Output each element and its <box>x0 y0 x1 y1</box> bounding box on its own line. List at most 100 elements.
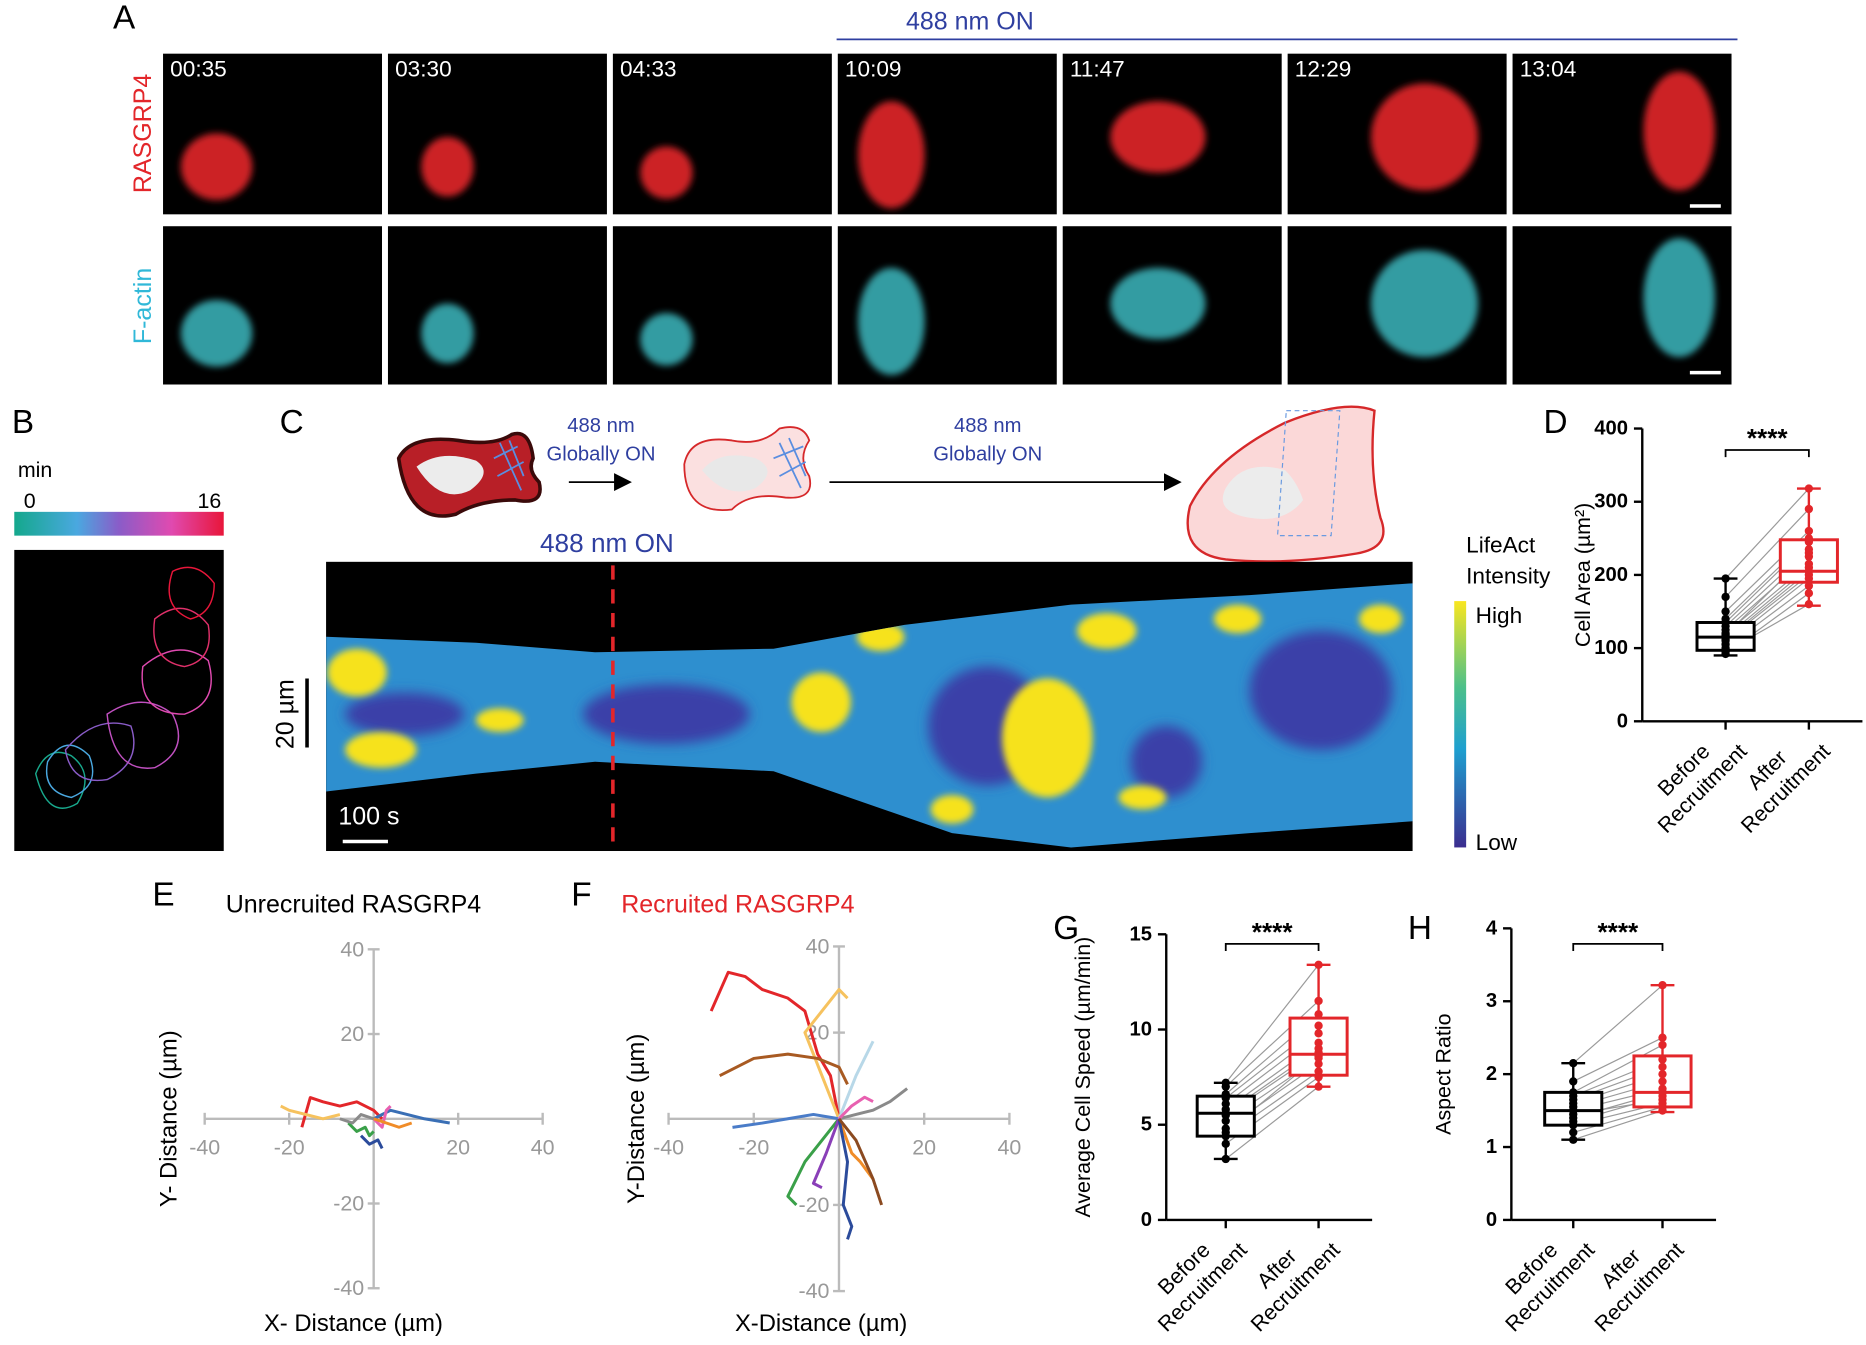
timestamp: 12:29 <box>1295 57 1352 82</box>
point <box>1314 1059 1323 1068</box>
y-tick-label: 20 <box>340 1022 364 1046</box>
point <box>1221 1128 1230 1137</box>
point <box>1569 1135 1578 1144</box>
point <box>1804 581 1814 591</box>
point <box>1314 1010 1323 1019</box>
cell <box>180 300 253 367</box>
cell <box>640 313 693 366</box>
trajectory <box>803 988 849 1120</box>
cell <box>421 303 474 364</box>
colorbar-title: LifeAct <box>1466 533 1536 558</box>
trajectory <box>811 1118 841 1190</box>
step-label: Globally ON <box>546 444 655 466</box>
point <box>1314 1067 1323 1076</box>
cell <box>858 101 925 209</box>
point <box>1658 1069 1667 1079</box>
panel-label: C <box>280 404 304 441</box>
cell <box>1110 101 1206 173</box>
y-tick-label: -20 <box>333 1192 364 1216</box>
panel-label: A <box>113 0 136 36</box>
point <box>1314 1038 1323 1048</box>
trajectory <box>837 1095 874 1120</box>
point <box>1658 1095 1667 1104</box>
point <box>1804 504 1814 514</box>
panel-label: D <box>1543 404 1567 441</box>
point <box>1314 1052 1323 1061</box>
point <box>1721 649 1730 659</box>
point <box>1314 1021 1323 1030</box>
micrograph <box>612 226 832 385</box>
micrograph <box>387 53 607 215</box>
y-tick-label: 10 <box>1129 1019 1152 1041</box>
timestamp: 03:30 <box>395 57 452 82</box>
point <box>1221 1105 1230 1114</box>
pair-line <box>1573 1110 1663 1141</box>
cartoon <box>396 405 1385 563</box>
pair-line <box>1573 1106 1663 1134</box>
step-label: 488 nm <box>567 415 634 437</box>
point <box>1658 1077 1667 1086</box>
y-tick-label: 200 <box>1594 564 1628 586</box>
point <box>1804 548 1814 558</box>
cell-outlines <box>34 566 215 809</box>
x-tick-label: 20 <box>446 1135 470 1159</box>
point <box>1569 1059 1578 1068</box>
y-tick-label: 0 <box>1141 1209 1152 1231</box>
timestamp: 13:04 <box>1520 57 1577 82</box>
significance: **** <box>1597 917 1639 947</box>
trajectory <box>359 1134 384 1150</box>
panel-label: E <box>152 877 174 914</box>
intensity-colorbar <box>1454 601 1467 848</box>
step-label: Globally ON <box>933 444 1042 466</box>
point <box>1721 614 1730 623</box>
pair-line <box>1572 1037 1663 1082</box>
laser-label: 488 nm ON <box>906 8 1034 36</box>
cell <box>1370 83 1479 191</box>
trajectory <box>786 1117 841 1206</box>
timestamp: 04:33 <box>620 57 677 82</box>
point <box>1314 1072 1323 1082</box>
cell <box>1110 267 1206 340</box>
row-label: F-actin <box>129 268 157 344</box>
point <box>1569 1128 1578 1137</box>
y-axis-label: Cell Area (µm²) <box>1571 503 1595 647</box>
point <box>1569 1110 1578 1119</box>
significance-bracket <box>1724 449 1810 458</box>
panel-label: G <box>1053 910 1079 947</box>
point <box>1804 484 1814 493</box>
x-tick-label: -20 <box>274 1135 305 1159</box>
pair-line <box>1572 984 1663 1064</box>
micrograph <box>387 226 607 385</box>
point <box>1314 996 1323 1006</box>
y-tick-label: -20 <box>799 1193 830 1217</box>
laser-label: 488 nm ON <box>540 528 674 558</box>
point <box>1804 526 1814 536</box>
point <box>1658 1055 1667 1064</box>
y-tick-label: 400 <box>1594 418 1628 440</box>
point <box>1804 600 1814 609</box>
point <box>1569 1077 1578 1086</box>
x-tick-label: 40 <box>531 1135 555 1159</box>
chart-title: Recruited RASGRP4 <box>621 891 854 919</box>
trajectory <box>719 1052 849 1085</box>
trajectory <box>709 970 841 1120</box>
point <box>1569 1095 1578 1104</box>
panel-label: H <box>1408 910 1432 947</box>
trajectory <box>300 1096 384 1128</box>
y-tick-label: -40 <box>799 1279 830 1303</box>
point <box>1314 1029 1323 1038</box>
point <box>1221 1078 1230 1087</box>
point <box>1658 981 1667 990</box>
point <box>1569 1088 1578 1097</box>
point <box>1314 1044 1323 1053</box>
colorbar-label: High <box>1476 603 1523 628</box>
x-tick-label: 20 <box>912 1135 936 1159</box>
trajectory <box>837 1118 875 1180</box>
point <box>1658 1062 1667 1072</box>
point <box>1721 630 1730 640</box>
scale-label: 20 µm <box>272 679 300 749</box>
point <box>1221 1154 1230 1164</box>
point <box>1221 1090 1230 1099</box>
significance: **** <box>1747 423 1789 453</box>
y-tick-label: 2 <box>1486 1063 1497 1085</box>
